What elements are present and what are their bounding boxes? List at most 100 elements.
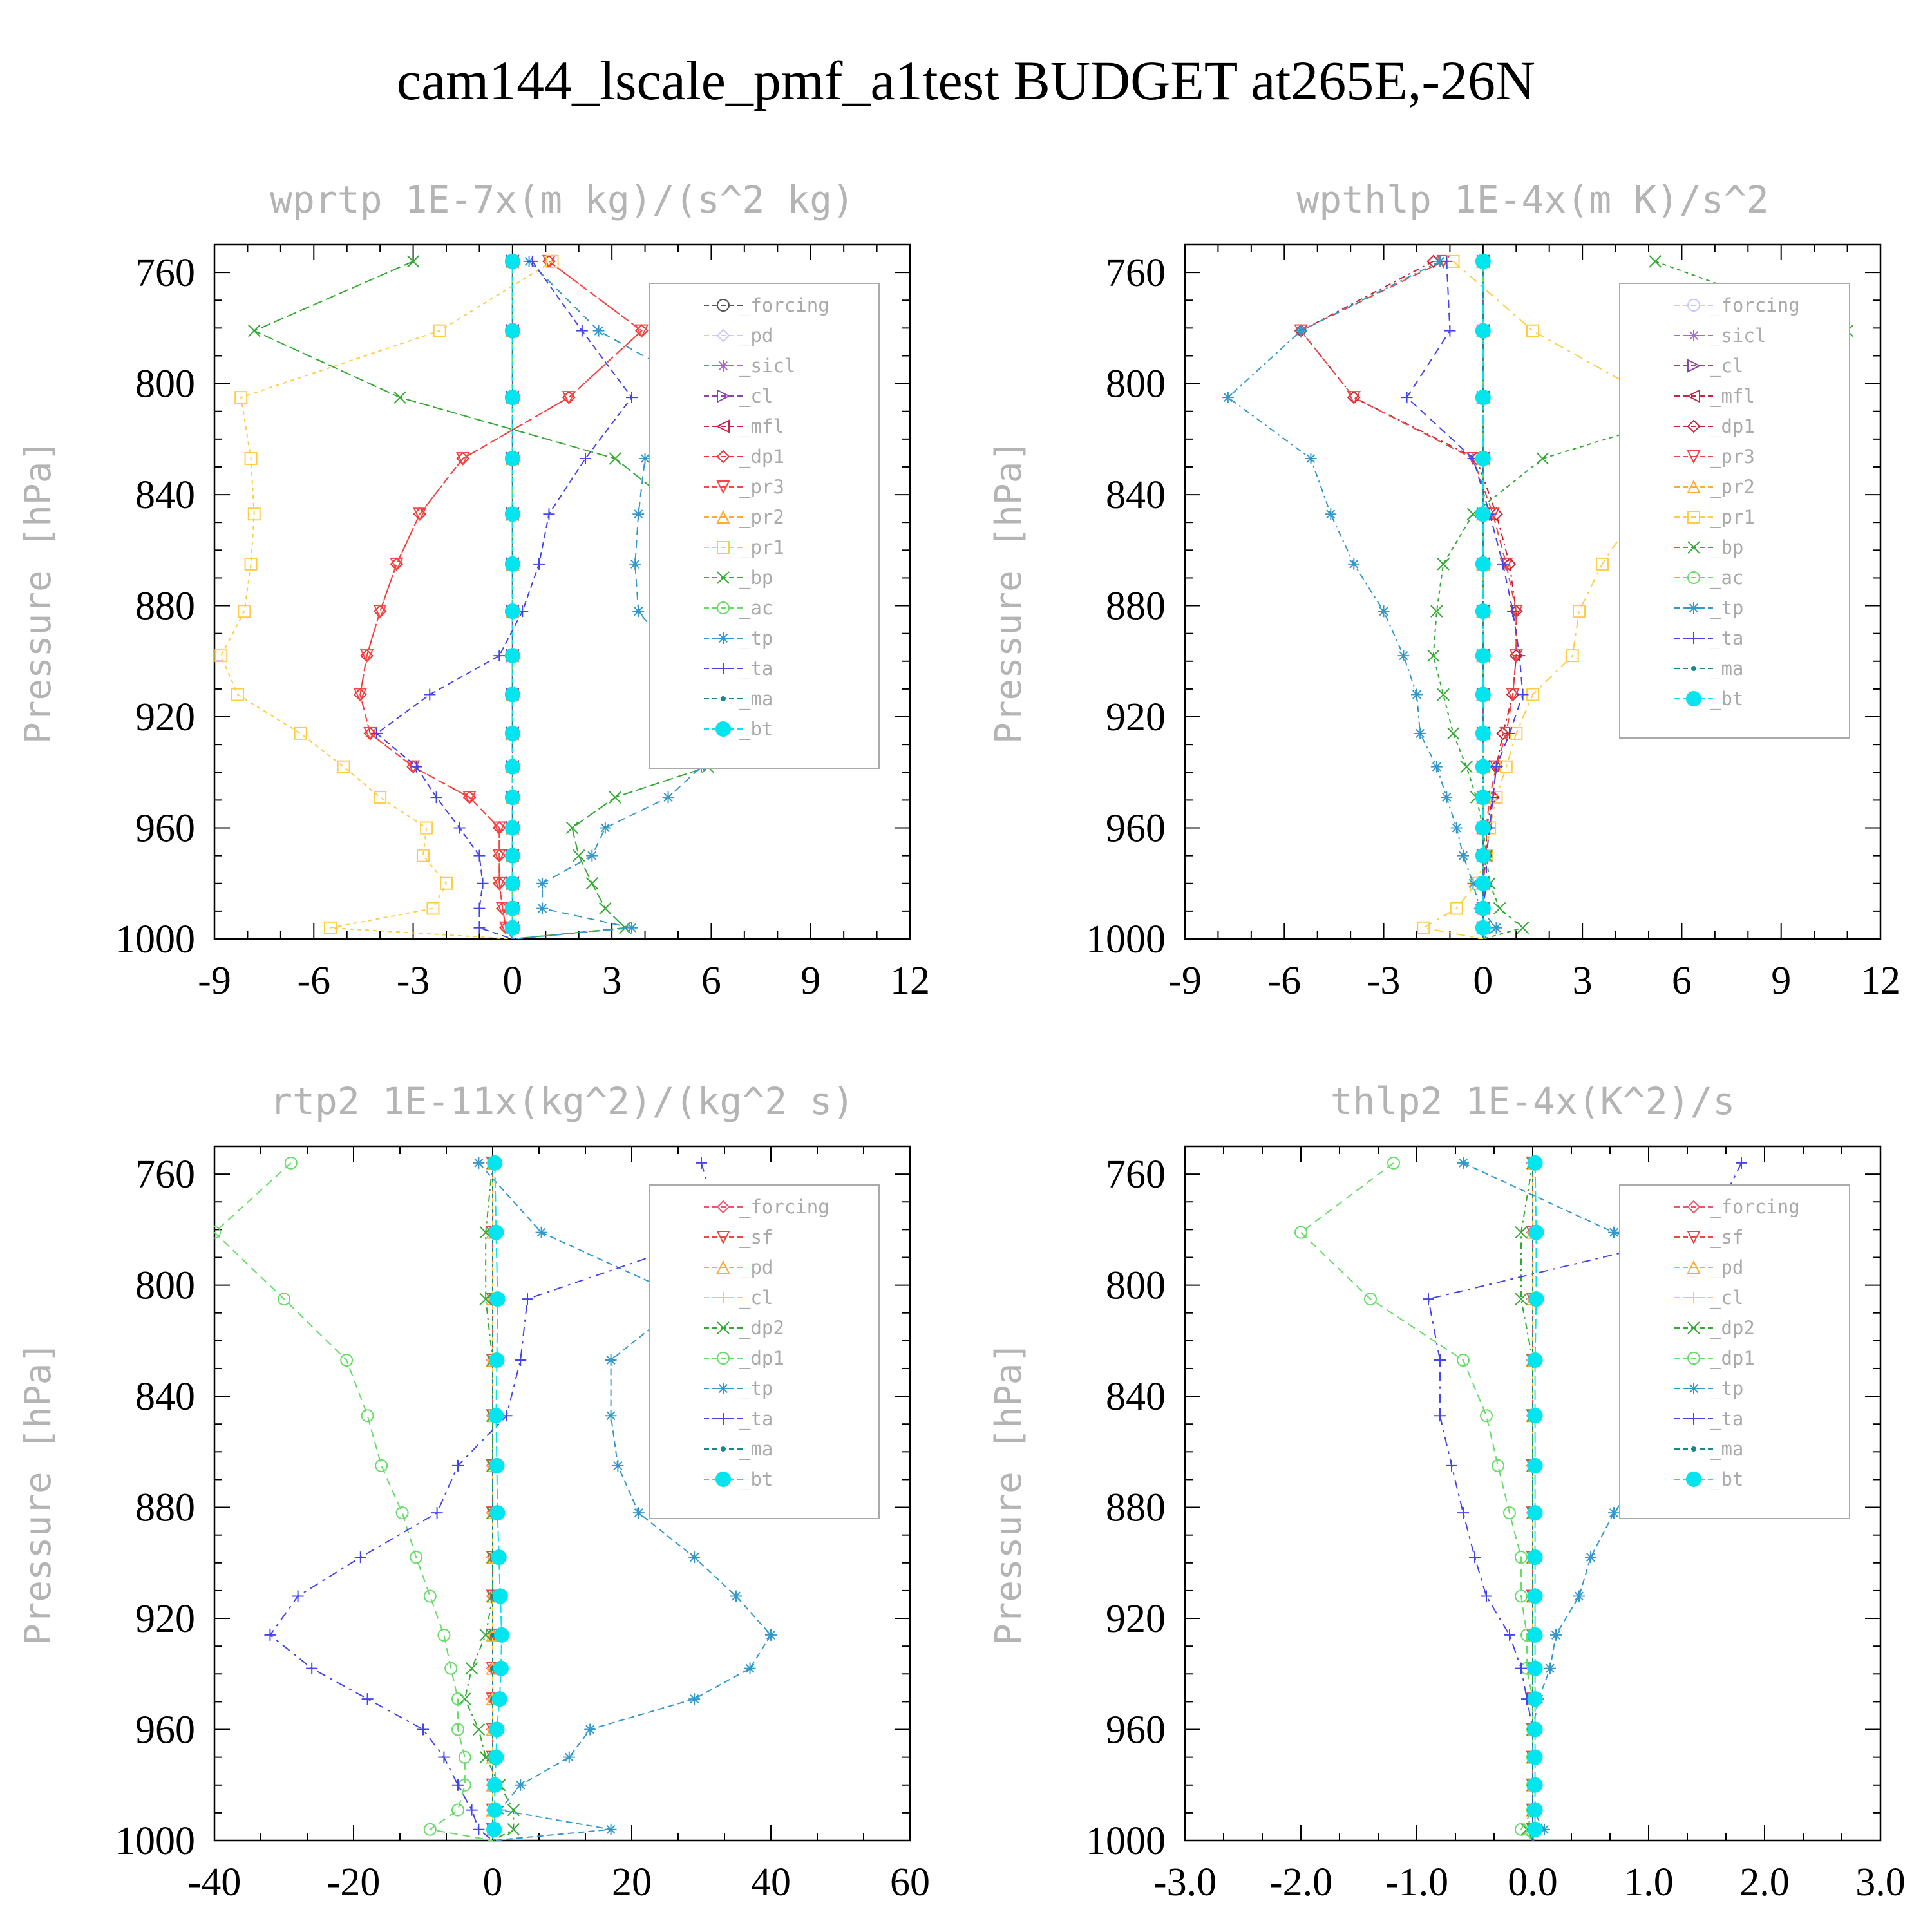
series-group: [214, 253, 824, 939]
point-bt: [1527, 1802, 1543, 1818]
point-bt: [504, 253, 520, 269]
point-tp: [1585, 1551, 1596, 1564]
point-bp: [1536, 452, 1549, 465]
series-line-ta: [1406, 261, 1524, 939]
point-ta: [1434, 1354, 1446, 1367]
point-dp1: [1502, 557, 1517, 571]
y-tick-label: 760: [135, 251, 195, 295]
point-pr3: [353, 688, 367, 702]
y-tick-label: 960: [1106, 1709, 1166, 1752]
point-pr1: [244, 557, 258, 571]
point-dp1: [1364, 1293, 1377, 1306]
point-pr1: [244, 452, 258, 466]
point-dp1: [214, 1226, 221, 1239]
y-tick-label: 840: [135, 1375, 195, 1419]
legend-label: _ma: [1710, 1438, 1743, 1461]
legend-marker: [717, 632, 729, 644]
point-dp2: [1515, 1226, 1528, 1239]
point-bt: [1527, 1505, 1543, 1521]
point-bt: [1475, 687, 1491, 703]
point-bp: [248, 324, 261, 337]
point-dp1: [361, 1409, 374, 1423]
point-bp: [609, 452, 621, 465]
legend-label: _dp1: [739, 1347, 784, 1370]
legend-label: _pd: [1710, 1256, 1743, 1279]
point-bt: [488, 1749, 504, 1765]
point-tp: [605, 1823, 617, 1835]
point-bt: [1475, 390, 1491, 406]
point-tp: [1414, 727, 1426, 739]
point-dp1: [1294, 1226, 1307, 1239]
point-ta: [371, 727, 383, 739]
point-tp: [599, 822, 611, 834]
point-pr1: [234, 391, 248, 404]
point-bt: [1527, 1627, 1543, 1643]
legend-marker: [717, 389, 731, 403]
point-ta: [410, 761, 422, 773]
point-tp: [1573, 1590, 1585, 1602]
point-dp1: [451, 1692, 464, 1706]
legend-marker: [717, 571, 730, 584]
point-bt: [489, 1721, 505, 1738]
point-ta: [473, 849, 486, 862]
point-dp1: [1347, 390, 1361, 404]
legend-marker: [717, 1292, 729, 1303]
point-bp: [1493, 902, 1506, 915]
point-bt: [504, 323, 520, 339]
series-line-bp: [1432, 260, 1849, 939]
point-tp: [473, 1157, 485, 1169]
legend-label: _forcing: [739, 294, 829, 317]
point-dp1: [1480, 1409, 1493, 1423]
point-ta: [452, 1779, 464, 1791]
point-pr1: [417, 849, 430, 862]
x-tick-label: 60: [890, 1861, 930, 1904]
point-bt: [1475, 875, 1491, 891]
legend-label: _dp1: [1710, 415, 1755, 438]
point-pr3: [359, 649, 374, 663]
point-pr1: [337, 760, 350, 773]
point-tp: [765, 1629, 777, 1641]
point-ta: [424, 688, 436, 701]
point-dp2: [507, 1803, 520, 1817]
legend-label: _tp: [1710, 1378, 1743, 1400]
legend-marker: [1687, 359, 1701, 373]
y-tick-label: 880: [1106, 1486, 1166, 1530]
point-bt: [486, 1821, 502, 1837]
y-axis-label: Pressure [hPa]: [17, 440, 59, 744]
point-bt: [1528, 1291, 1544, 1307]
point-ta: [477, 877, 489, 889]
y-tick-label: 840: [1106, 1375, 1166, 1419]
point-bt: [1527, 1352, 1543, 1368]
point-ta: [1434, 1410, 1446, 1422]
point-bt: [1527, 1549, 1543, 1566]
point-bt: [504, 725, 520, 741]
legend-marker: [717, 1321, 730, 1334]
legend-label: _pr1: [1710, 506, 1755, 529]
legend-label: _pd: [739, 1256, 773, 1279]
legend-marker: [715, 721, 731, 737]
point-bt: [491, 1691, 507, 1707]
legend-marker: [1687, 1231, 1701, 1245]
point-pr1: [294, 726, 307, 740]
point-ta: [543, 508, 555, 520]
point-ta: [473, 902, 486, 914]
point-bt: [491, 1549, 507, 1566]
point-bt: [489, 1291, 506, 1307]
point-bt: [1475, 790, 1491, 806]
point-tp: [1490, 922, 1502, 934]
legend-box: [1619, 1184, 1850, 1519]
point-bt: [1527, 1749, 1543, 1765]
point-tp: [605, 1354, 617, 1367]
point-dp2: [465, 1662, 478, 1675]
legend-marker: [721, 696, 726, 701]
point-pr1: [545, 254, 559, 268]
point-tp: [592, 325, 605, 337]
point-bt: [504, 603, 520, 620]
point-ta: [292, 1590, 304, 1602]
legend-marker: [717, 1413, 729, 1425]
point-bt: [504, 759, 520, 775]
point-bt: [494, 1627, 510, 1643]
panel-title: wprtp 1E-7x(m kg)/(s^2 kg): [270, 178, 855, 222]
point-dp1: [1457, 1354, 1470, 1367]
legend-marker: [715, 419, 730, 433]
